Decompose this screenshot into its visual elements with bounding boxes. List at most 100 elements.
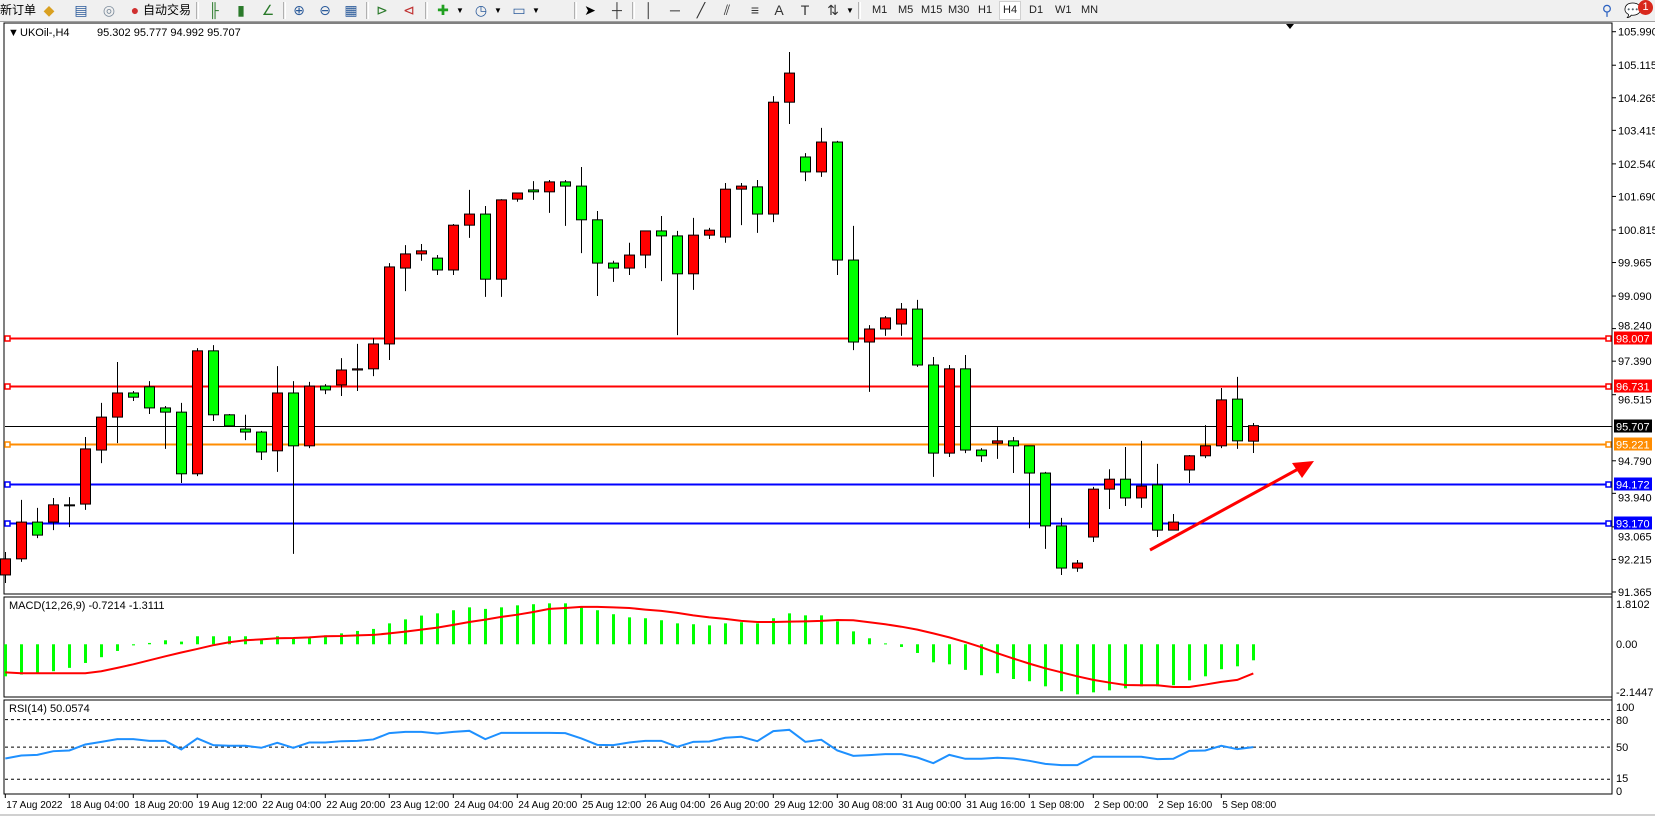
timeframe-m5[interactable]: M5 [898, 4, 914, 16]
auto-trading-button[interactable]: 自动交易 [143, 3, 192, 17]
navigator-icon[interactable]: ▤ [74, 2, 88, 18]
candle-bull [368, 343, 379, 370]
macd-histogram-bar [1252, 644, 1255, 661]
text-label-icon[interactable]: T [800, 2, 810, 18]
trendline-icon[interactable]: ╱ [696, 2, 706, 18]
candle-bull [992, 440, 1003, 444]
text-icon[interactable]: A [774, 2, 784, 18]
timeframe-m1[interactable]: M1 [872, 4, 888, 16]
time-tick-label: 2 Sep 16:00 [1158, 800, 1212, 811]
horizontal-line-icon[interactable]: ─ [670, 2, 680, 18]
bar-chart-icon[interactable]: ╟ [209, 2, 219, 18]
timeframe-m30[interactable]: M30 [948, 4, 970, 16]
price-label-box [1614, 419, 1652, 433]
macd-histogram-bar [596, 610, 599, 645]
line-chart-icon[interactable]: ∠ [261, 2, 275, 18]
rsi-tick-label: 15 [1616, 773, 1628, 785]
chart-collapse-icon[interactable]: ▼ [8, 27, 19, 39]
time-tick-label: 24 Aug 04:00 [454, 800, 513, 811]
search-icon[interactable]: ⚲ [1601, 2, 1613, 18]
line-anchor-right[interactable] [1605, 441, 1612, 448]
new-order-button[interactable]: 新订单 [0, 3, 37, 17]
macd-histogram-bar [724, 623, 727, 645]
trend-arrow-line[interactable] [1149, 466, 1301, 552]
macd-histogram-bar [196, 636, 199, 645]
auto-trading-icon[interactable]: ● [130, 2, 140, 18]
templates-icon[interactable]: ▭ [512, 2, 526, 18]
candle-bull [448, 224, 459, 271]
line-anchor-left[interactable] [4, 335, 11, 342]
chart-shift-marker-icon[interactable] [1286, 24, 1294, 29]
candle-bull [1104, 478, 1115, 490]
candle-bull [816, 141, 827, 173]
auto-scroll-icon[interactable]: ⊳ [376, 2, 388, 18]
candle-bull [1072, 562, 1083, 569]
line-anchor-left[interactable] [4, 441, 11, 448]
chat-icon[interactable]: 💬 [1624, 2, 1642, 18]
market-watch-icon[interactable]: ◆ [43, 2, 55, 18]
line-anchor-left[interactable] [4, 481, 11, 488]
candle-bear [576, 185, 587, 221]
line-price-labels: 98.007 96.731 95.707 95.221 94.172 93.170 [1614, 331, 1652, 531]
price-tick-label: 93.065 [1618, 532, 1652, 544]
arrows-icon[interactable]: ⇅ [827, 2, 839, 18]
macd-histogram-bar [1156, 644, 1159, 687]
line-anchor-right[interactable] [1605, 481, 1612, 488]
templates-dropdown-icon[interactable]: ▼ [532, 6, 540, 15]
equidistant-channel-icon[interactable]: ⫽ [723, 2, 731, 18]
line-anchor-left[interactable] [4, 520, 11, 527]
timeframe-h1[interactable]: H1 [978, 4, 993, 16]
indicators-icon[interactable]: ✚ [437, 2, 449, 18]
indicators-dropdown-icon[interactable]: ▼ [456, 6, 464, 15]
candle-bear [240, 428, 251, 433]
notification-badge[interactable]: 1 [1638, 0, 1653, 15]
macd-histogram-bar [916, 644, 919, 653]
macd-histogram-bar [484, 608, 487, 645]
timeframe-w1[interactable]: W1 [1055, 4, 1072, 16]
candle-bear [320, 385, 331, 391]
line-anchor-right[interactable] [1605, 335, 1612, 342]
chart-shift-icon[interactable]: ⊲ [403, 2, 415, 18]
timeframe-d1[interactable]: D1 [1029, 4, 1044, 16]
chart-ohlc: 95.302 95.777 94.992 95.707 [97, 27, 241, 39]
price-tick-label: 96.515 [1618, 395, 1652, 407]
signals-icon[interactable]: ◎ [102, 2, 116, 18]
macd-histogram-bar [548, 603, 551, 645]
macd-histogram-bar [100, 644, 103, 658]
line-anchor-left[interactable] [4, 383, 11, 390]
macd-histogram-bar [1188, 644, 1191, 681]
zoom-in-icon[interactable]: ⊕ [293, 2, 305, 18]
periods-icon[interactable]: ◷ [474, 2, 488, 18]
fibonacci-icon[interactable]: ≡ [750, 2, 760, 18]
candle-bear [976, 449, 987, 457]
candle-bull [720, 188, 731, 238]
macd-histogram-bar [308, 637, 311, 645]
macd-signal-line [5, 605, 1254, 688]
crosshair-icon[interactable]: ┼ [612, 2, 622, 18]
candle-bear [144, 386, 155, 409]
vertical-line-icon[interactable]: │ [644, 2, 654, 18]
macd-histogram-bar [868, 638, 871, 645]
candle-bull [640, 230, 651, 256]
macd-histogram-bar [36, 644, 39, 673]
timeframe-h4[interactable]: H4 [999, 1, 1022, 20]
macd-histogram-bar [1108, 644, 1111, 691]
tile-windows-icon[interactable]: ▦ [344, 2, 358, 18]
periods-dropdown-icon[interactable]: ▼ [494, 6, 502, 15]
candle-bear [592, 219, 603, 264]
trend-arrow[interactable] [1149, 461, 1314, 552]
macd-histogram-bar [628, 617, 631, 645]
price-tick-label: 99.090 [1618, 291, 1652, 303]
candle-bear [208, 350, 219, 416]
timeframe-m15[interactable]: M15 [921, 4, 943, 16]
macd-histogram-bar [1172, 644, 1175, 686]
line-anchor-right[interactable] [1605, 520, 1612, 527]
arrows-dropdown-icon[interactable]: ▼ [846, 6, 854, 15]
timeframe-mn[interactable]: MN [1081, 4, 1099, 16]
candlestick-icon[interactable]: ▮ [237, 2, 245, 18]
line-anchor-right[interactable] [1605, 383, 1612, 390]
cursor-icon[interactable]: ➤ [584, 2, 596, 18]
zoom-out-icon[interactable]: ⊖ [319, 2, 331, 18]
price-axis: 105.990 105.115 104.265 103.415 102.540 101.6… [1611, 23, 1655, 794]
